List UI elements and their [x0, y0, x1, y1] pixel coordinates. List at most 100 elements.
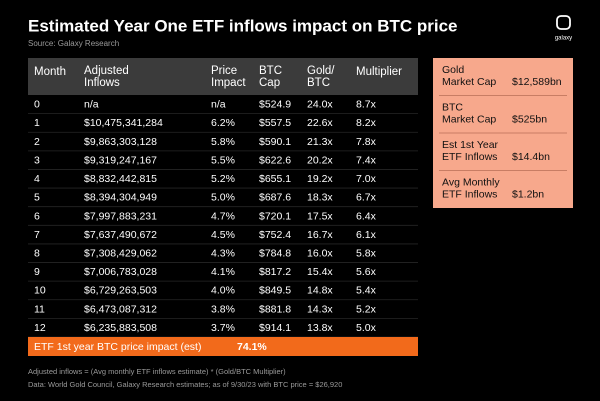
table: Month AdjustedInflowsPriceImpactBTCCapGol…	[28, 58, 418, 356]
cell: $720.1	[259, 210, 291, 222]
sidebar-label: ETF Inflows	[442, 188, 497, 200]
cell: 5.5%	[211, 154, 235, 166]
cell: 4.3%	[211, 248, 235, 260]
sidebar-label: Avg Monthly	[442, 176, 500, 188]
cell: 8.7x	[356, 99, 377, 111]
cell: 10	[34, 285, 46, 297]
cell: 5.2x	[356, 303, 377, 315]
cell: 4.5%	[211, 229, 235, 241]
column-header: Inflows	[84, 77, 120, 89]
cell: $8,832,442,815	[84, 173, 157, 185]
cell: $557.5	[259, 117, 291, 129]
cell: $849.5	[259, 285, 291, 297]
cell: 2	[34, 136, 40, 148]
column-header: Month	[34, 66, 66, 78]
cell: 20.2x	[307, 154, 333, 166]
cell: $655.1	[259, 173, 291, 185]
cell: 5.0x	[356, 322, 377, 334]
cell: 21.3x	[307, 136, 333, 148]
cell: 7.8x	[356, 136, 377, 148]
sidebar-value: $1.2bn	[512, 188, 544, 200]
source: Source: Galaxy Research	[28, 39, 119, 48]
cell: 22.6x	[307, 117, 333, 129]
cell: 16.7x	[307, 229, 333, 241]
cell: 1	[34, 117, 40, 129]
cell: 7.4x	[356, 154, 377, 166]
cell: 4.0%	[211, 285, 235, 297]
cell: 5.8x	[356, 248, 377, 260]
sidebar-label: Market Cap	[442, 76, 496, 88]
cell: 9	[34, 266, 40, 278]
cell: $914.1	[259, 322, 291, 334]
column-header: Multiplier	[356, 66, 402, 78]
logo-text: galaxy	[555, 36, 572, 42]
cell: 0	[34, 99, 40, 111]
cell: $7,006,783,028	[84, 266, 157, 278]
cell: $687.6	[259, 192, 291, 204]
cell: $6,729,263,503	[84, 285, 157, 297]
footer-value: 74.1%	[237, 341, 267, 353]
cell: 7	[34, 229, 40, 241]
cell: 17.5x	[307, 210, 333, 222]
cell: 6.1x	[356, 229, 377, 241]
cell: 5.4x	[356, 285, 377, 297]
cell: 12	[34, 322, 46, 334]
cell: 6.4x	[356, 210, 377, 222]
cell: 15.4x	[307, 266, 333, 278]
cell: 5.6x	[356, 266, 377, 278]
sidebar-value: $525bn	[512, 113, 547, 125]
logo-icon	[556, 15, 571, 30]
header-row	[28, 58, 418, 95]
sidebar-label: Est 1st Year	[442, 139, 499, 151]
cell: 4.7%	[211, 210, 235, 222]
column-header: BTC	[259, 65, 282, 77]
cell: n/a	[211, 99, 226, 111]
sidebar-label: Gold	[442, 64, 464, 76]
cell: 6.7x	[356, 192, 377, 204]
cell: 6	[34, 210, 40, 222]
cell: $524.9	[259, 99, 291, 111]
footer-row	[28, 337, 418, 356]
sidebar-value: $12,589bn	[512, 76, 562, 88]
cell: 16.0x	[307, 248, 333, 260]
sidebar-label: Market Cap	[442, 113, 496, 125]
cell: $752.4	[259, 229, 291, 241]
column-header: Impact	[211, 77, 246, 89]
cell: 8	[34, 248, 40, 260]
cell: 11	[34, 303, 45, 315]
title: Estimated Year One ETF inflows impact on…	[28, 16, 458, 35]
cell: 4	[34, 173, 40, 185]
cell: 14.3x	[307, 303, 333, 315]
cell: $9,319,247,167	[84, 154, 157, 166]
cell: 3.7%	[211, 322, 235, 334]
cell: $7,308,429,062	[84, 248, 157, 260]
cell: 4.1%	[211, 266, 235, 278]
cell: 5.0%	[211, 192, 235, 204]
sidebar-label: ETF Inflows	[442, 151, 497, 163]
cell: $9,863,303,128	[84, 136, 157, 148]
column-header: Adjusted	[84, 65, 129, 77]
cell: 3	[34, 154, 40, 166]
cell: $881.8	[259, 303, 291, 315]
cell: $6,473,087,312	[84, 303, 157, 315]
cell: 6.2%	[211, 117, 235, 129]
cell: 5	[34, 192, 40, 204]
cell: $7,637,490,672	[84, 229, 157, 241]
cell: 18.3x	[307, 192, 333, 204]
column-header: BTC	[307, 77, 330, 89]
cell: 24.0x	[307, 99, 333, 111]
logo: galaxy	[555, 15, 572, 42]
cell: 3.8%	[211, 303, 235, 315]
cell: $590.1	[259, 136, 291, 148]
column-header: Cap	[259, 77, 280, 89]
cell: 5.2%	[211, 173, 235, 185]
footer-label: ETF 1st year BTC price impact (est)	[34, 341, 201, 353]
column-header: Price	[211, 65, 237, 77]
cell: 19.2x	[307, 173, 333, 185]
cell: n/a	[84, 99, 99, 111]
cell: 7.0x	[356, 173, 377, 185]
cell: $622.6	[259, 154, 291, 166]
note: Adjusted inflows = (Avg monthly ETF infl…	[28, 367, 286, 376]
